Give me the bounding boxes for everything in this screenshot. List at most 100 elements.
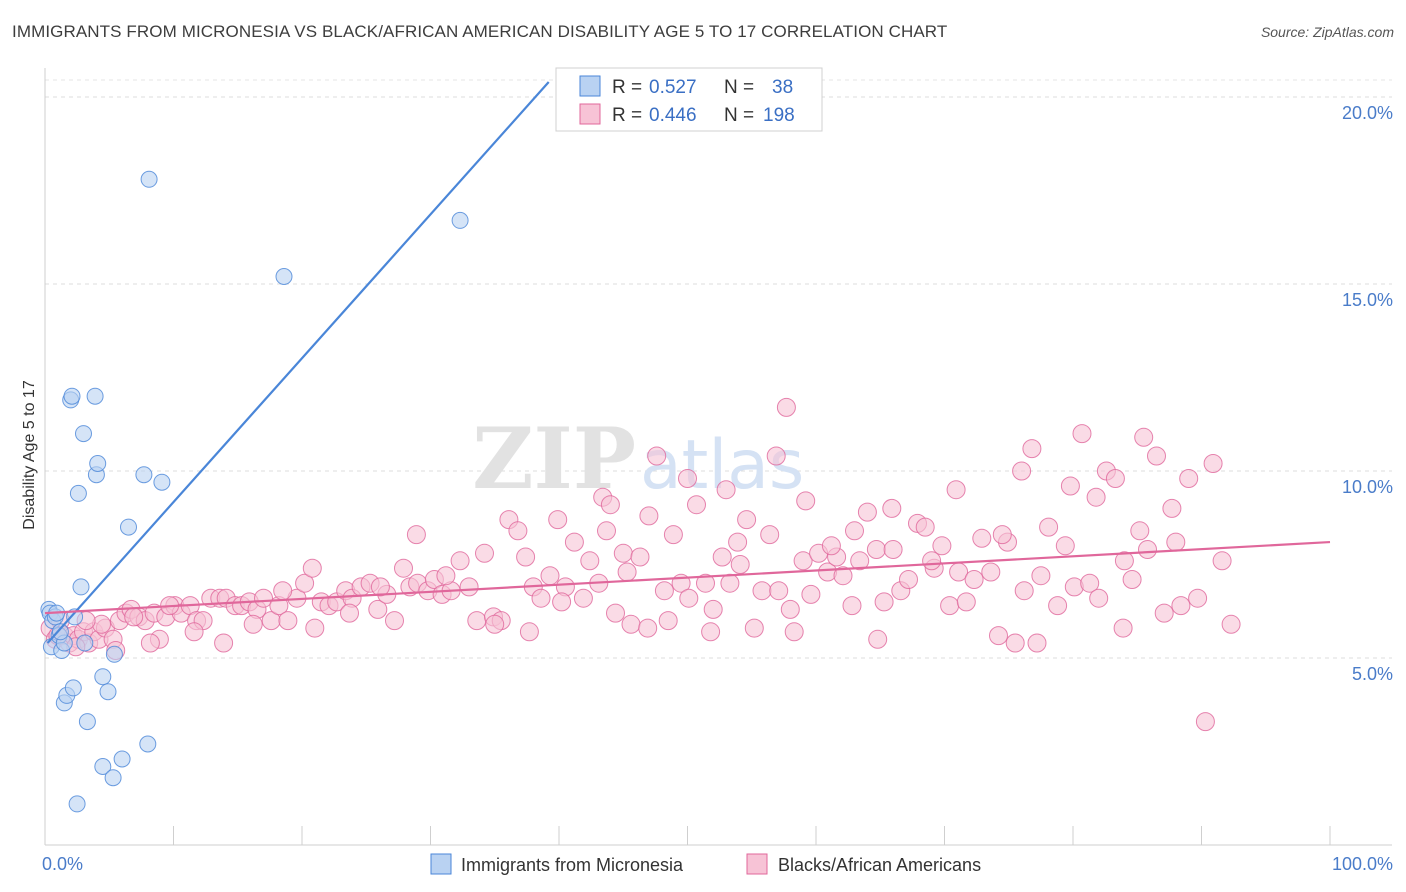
series-legend-swatch-blue bbox=[430, 853, 452, 875]
black-african-american-point-186 bbox=[1221, 614, 1241, 634]
black-african-american-point-184 bbox=[1114, 551, 1134, 571]
black-african-american-point-146 bbox=[1179, 469, 1199, 488]
black-african-american-point-197 bbox=[600, 495, 620, 515]
y-tick-label-2: 15.0% bbox=[1342, 290, 1393, 310]
black-african-american-point-145 bbox=[1171, 596, 1191, 616]
black-african-american-point-57 bbox=[450, 551, 470, 571]
micronesia-point-10 bbox=[66, 608, 84, 626]
black-african-american-point-148 bbox=[1195, 712, 1215, 732]
black-african-american-point-112 bbox=[899, 570, 918, 589]
y-tick-label-1: 10.0% bbox=[1342, 477, 1393, 497]
black-african-american-point-168 bbox=[273, 581, 293, 601]
watermark: ZIP atlas bbox=[472, 409, 804, 508]
black-african-american-point-163 bbox=[436, 566, 456, 586]
black-african-american-point-95 bbox=[760, 525, 780, 545]
y-tick-label-3: 20.0% bbox=[1342, 103, 1393, 123]
grid-lines bbox=[45, 79, 1392, 659]
black-african-american-trend-line bbox=[44, 540, 1331, 615]
micronesia-point-12 bbox=[72, 578, 90, 596]
micronesia-point-31 bbox=[94, 758, 112, 775]
black-african-american-point-182 bbox=[992, 525, 1012, 545]
micronesia-point-35 bbox=[68, 795, 86, 813]
series-blacks-african-americans bbox=[40, 397, 1241, 732]
black-african-american-point-82 bbox=[654, 581, 674, 601]
black-african-american-point-68 bbox=[540, 566, 560, 586]
series-legend-label-blue: Immigrants from Micronesia bbox=[461, 855, 684, 875]
black-african-american-point-33 bbox=[254, 588, 273, 608]
black-african-american-point-193 bbox=[766, 446, 786, 466]
legend-r-label-1: R = bbox=[612, 77, 642, 98]
black-african-american-point-106 bbox=[850, 551, 870, 571]
black-african-american-point-156 bbox=[701, 622, 721, 642]
black-african-american-point-137 bbox=[1105, 469, 1125, 488]
black-african-american-point-150 bbox=[1212, 551, 1232, 571]
micronesia-point-11 bbox=[69, 484, 87, 502]
black-african-american-point-142 bbox=[1147, 446, 1166, 466]
black-african-american-point-164 bbox=[406, 525, 426, 545]
black-african-american-point-133 bbox=[1072, 424, 1092, 444]
series-legend-label-pink: Blacks/African Americans bbox=[778, 855, 981, 875]
tick-labels: 5.0% 10.0% 15.0% 20.0% 0.0% 100.0% bbox=[42, 103, 1393, 874]
legend-r-label-2: R = bbox=[612, 105, 642, 126]
black-african-american-point-47 bbox=[368, 599, 388, 619]
black-african-american-point-78 bbox=[621, 614, 641, 634]
black-african-american-point-104 bbox=[833, 566, 853, 586]
source-credit: Source: ZipAtlas.com bbox=[1260, 24, 1394, 40]
black-african-american-point-160 bbox=[552, 592, 572, 612]
legend-n-value-2: 198 bbox=[763, 105, 795, 126]
black-african-american-point-139 bbox=[1122, 570, 1142, 589]
black-african-american-point-108 bbox=[866, 540, 886, 559]
black-african-american-point-138 bbox=[1113, 618, 1133, 638]
micronesia-point-19 bbox=[99, 683, 117, 701]
micronesia-point-26 bbox=[451, 211, 469, 229]
black-african-american-point-166 bbox=[340, 603, 359, 623]
black-african-american-point-125 bbox=[1005, 633, 1025, 653]
black-african-american-point-171 bbox=[184, 622, 204, 642]
black-african-american-point-149 bbox=[1203, 454, 1223, 473]
black-african-american-point-92 bbox=[737, 510, 757, 530]
black-african-american-point-71 bbox=[564, 532, 584, 552]
micronesia-point-24 bbox=[153, 473, 171, 491]
black-african-american-point-36 bbox=[278, 611, 298, 631]
black-african-american-point-80 bbox=[638, 618, 658, 638]
legend-n-label-2: N = bbox=[724, 105, 754, 126]
black-african-american-point-120 bbox=[964, 570, 984, 589]
micronesia-point-23 bbox=[140, 170, 158, 188]
micronesia-point-22 bbox=[135, 466, 153, 484]
black-african-american-point-122 bbox=[981, 562, 1001, 582]
black-african-american-point-131 bbox=[1055, 536, 1075, 556]
black-african-american-point-192 bbox=[796, 491, 816, 511]
chart-title: IMMIGRANTS FROM MICRONESIA VS BLACK/AFRI… bbox=[12, 22, 948, 41]
black-african-american-point-83 bbox=[663, 525, 683, 545]
micronesia-point-18 bbox=[94, 668, 112, 686]
black-african-american-point-151 bbox=[1027, 633, 1047, 653]
legend-swatch-blue bbox=[579, 75, 601, 97]
black-african-american-point-162 bbox=[485, 614, 505, 634]
black-african-american-point-153 bbox=[821, 536, 841, 556]
black-african-american-point-140 bbox=[1130, 521, 1150, 541]
black-african-american-point-105 bbox=[842, 596, 862, 616]
black-african-american-point-119 bbox=[956, 592, 976, 612]
black-african-american-point-161 bbox=[519, 622, 539, 642]
black-african-american-point-129 bbox=[1039, 517, 1059, 537]
black-african-american-point-98 bbox=[784, 622, 804, 642]
series-legend: Immigrants from Micronesia Blacks/Africa… bbox=[430, 853, 981, 875]
black-african-american-point-185 bbox=[1166, 532, 1186, 552]
black-african-american-point-196 bbox=[639, 506, 659, 526]
black-african-american-point-110 bbox=[882, 498, 902, 518]
black-african-american-point-60 bbox=[475, 543, 494, 563]
black-african-american-point-97 bbox=[776, 397, 796, 417]
black-african-american-point-50 bbox=[394, 558, 413, 578]
black-african-american-point-117 bbox=[940, 596, 960, 616]
black-african-american-point-170 bbox=[214, 633, 234, 653]
black-african-american-point-126 bbox=[1014, 581, 1034, 601]
micronesia-point-15 bbox=[86, 387, 104, 405]
x-tick-label-1: 100.0% bbox=[1332, 854, 1393, 874]
black-african-american-point-135 bbox=[1089, 588, 1109, 608]
black-african-american-point-81 bbox=[647, 446, 667, 466]
black-african-american-point-79 bbox=[630, 547, 650, 567]
black-african-american-point-174 bbox=[124, 607, 144, 627]
micronesia-point-25 bbox=[275, 268, 293, 285]
correlation-legend: R = 0.527 N = 38 R = 0.446 N = 198 bbox=[555, 67, 823, 132]
black-african-american-point-91 bbox=[728, 532, 748, 552]
